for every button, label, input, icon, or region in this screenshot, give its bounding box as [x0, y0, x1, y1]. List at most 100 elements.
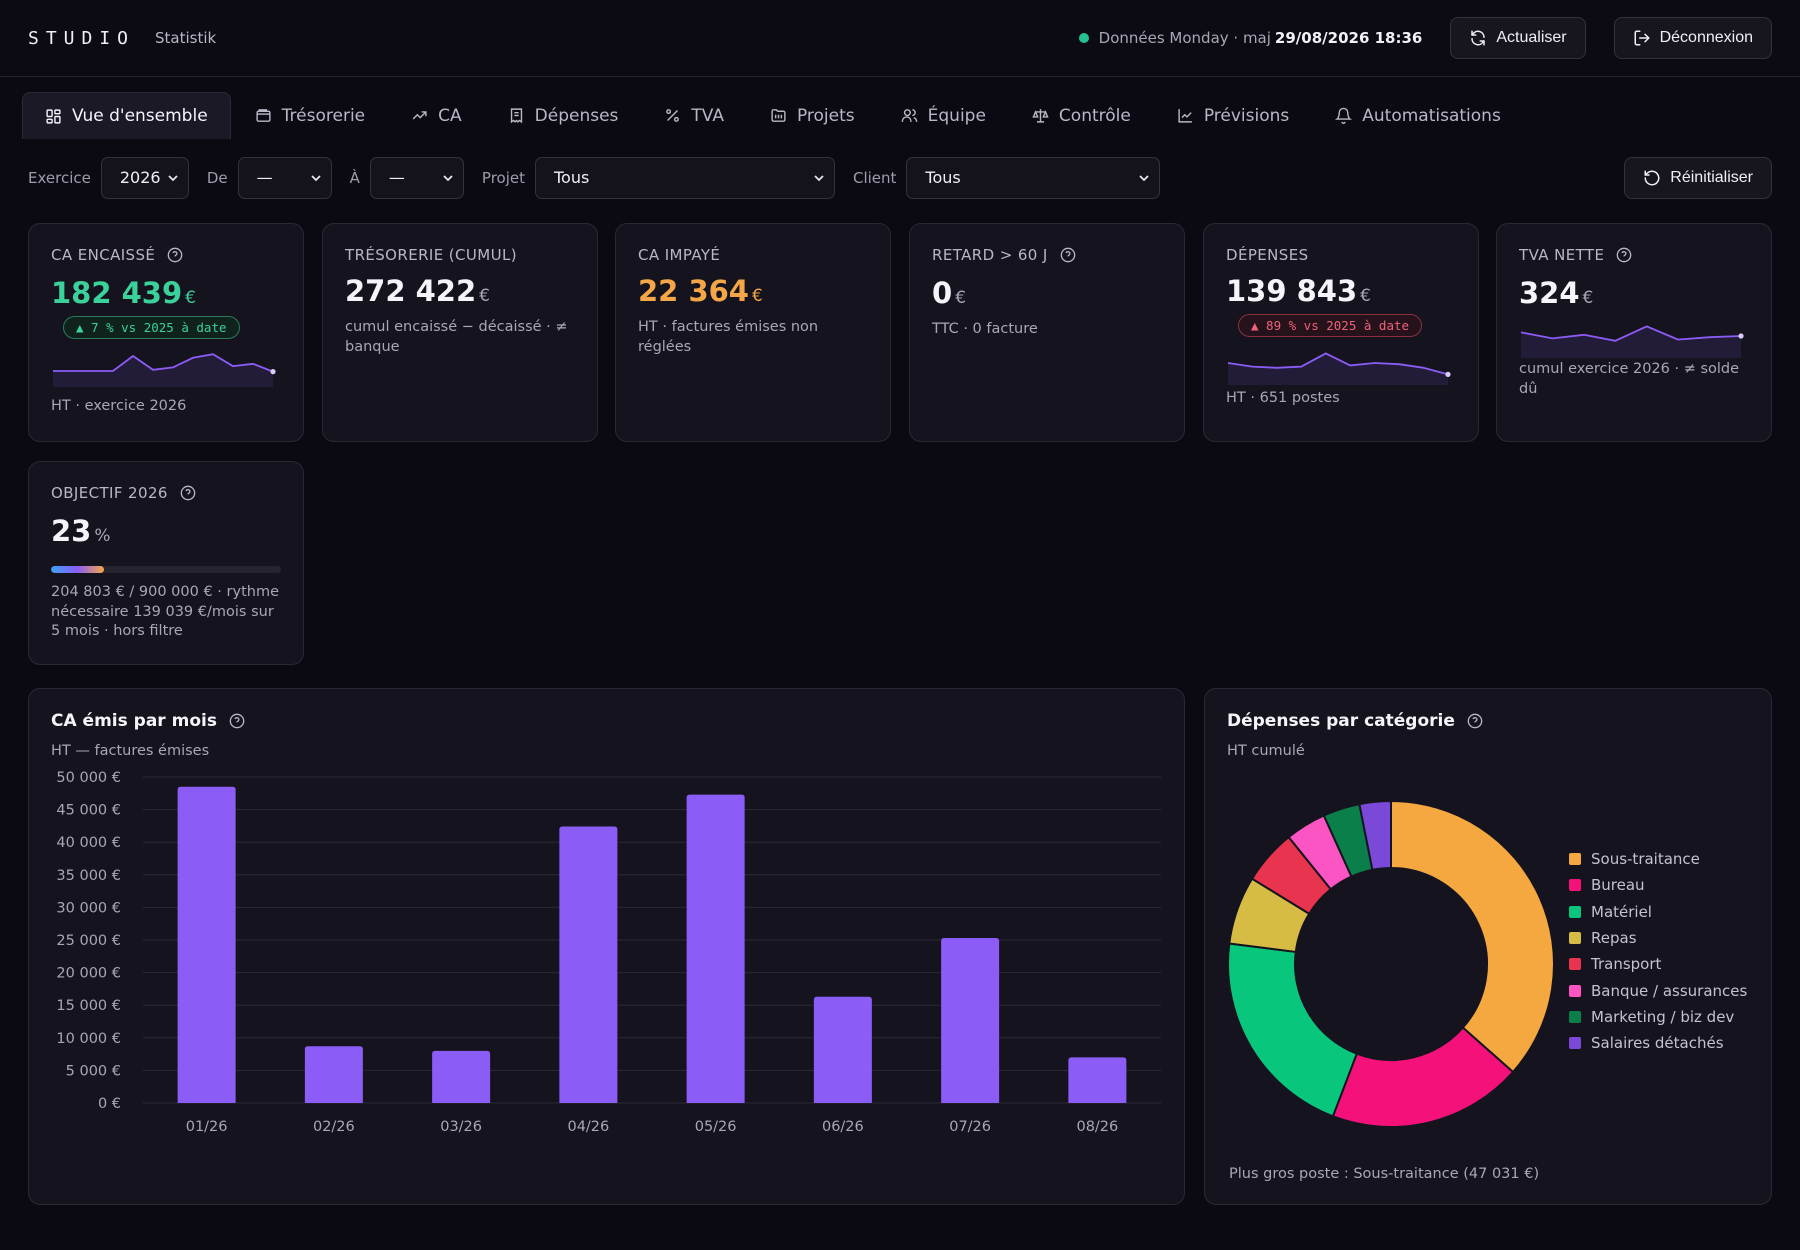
x-tick-label: 01/26: [186, 1119, 228, 1135]
sparkline-area: [1521, 326, 1741, 358]
bar-07-26: [941, 938, 1000, 1103]
kpi-label: CA encaissé: [51, 246, 281, 264]
bar-08-26: [1068, 1057, 1127, 1103]
kpi-value: 324 €: [1519, 276, 1749, 310]
ca-bar-chart: 0 € 5 000 € 10 000 € 15 000 € 20 000 € 25 000…: [56, 770, 1161, 1135]
kpi-sub: HT · factures émises non réglées: [638, 319, 819, 355]
legend-swatch: [1569, 984, 1581, 997]
refresh-button[interactable]: Actualiser: [1450, 17, 1586, 59]
tab-label: Prévisions: [1203, 105, 1290, 126]
de-select[interactable]: —: [237, 156, 332, 199]
tab-depenses[interactable]: Dépenses: [486, 92, 641, 139]
tab-projets[interactable]: Projets: [748, 92, 877, 139]
kpi-value: 23%: [51, 514, 281, 548]
reset-label: Réinitialiser: [1670, 168, 1753, 186]
tab-ca[interactable]: CA: [389, 92, 484, 139]
exercice-select[interactable]: 2026: [100, 156, 189, 199]
de-label: De: [206, 168, 228, 187]
y-tick-label: 25 000 €: [56, 933, 121, 949]
logout-icon: [1634, 30, 1650, 46]
main-tabs: Vue d'ensemble Trésorerie CA Dépenses TV…: [0, 77, 1800, 139]
dep-chart-subtitle: HT cumulé: [1227, 743, 1305, 759]
donut-legend: Sous-traitance Bureau Matériel Repas Transpo…: [1569, 846, 1747, 1056]
tab-label: Contrôle: [1058, 105, 1131, 126]
help-icon[interactable]: [1616, 247, 1632, 263]
kpi-unit: €: [955, 288, 967, 308]
reset-button[interactable]: Réinitialiser: [1624, 156, 1772, 199]
kpi-number: 182 439: [51, 276, 183, 310]
y-tick-label: 5 000 €: [66, 1063, 121, 1079]
kpi-number: 23: [51, 514, 92, 548]
client-select[interactable]: Tous: [906, 156, 1161, 199]
tab-controle[interactable]: Contrôle: [1010, 92, 1153, 139]
tab-previsions[interactable]: Prévisions: [1155, 92, 1311, 139]
tab-overview[interactable]: Vue d'ensemble: [22, 92, 231, 139]
kpi-card-objectif: Objectif 2026 23% 204 803 € / 900 000 € …: [28, 461, 304, 665]
brand-logo: STUDIO: [28, 27, 136, 49]
dep-chart-footer: Plus gros poste : Sous-traitance (47 031…: [1229, 1166, 1540, 1182]
legend-swatch: [1569, 879, 1581, 892]
kpi-label: CA impayé: [638, 246, 721, 264]
scale-icon: [1032, 109, 1049, 123]
tab-label: Équipe: [927, 105, 986, 126]
donut-slice: [1227, 942, 1359, 1118]
legend-item: Bureau: [1569, 872, 1747, 898]
legend-swatch: [1569, 958, 1581, 971]
legend-item: Marketing / biz dev: [1569, 1004, 1747, 1030]
help-icon[interactable]: [229, 713, 245, 729]
dep-chart-title: Dépenses par catégorie: [1227, 711, 1455, 731]
legend-label: Matériel: [1591, 902, 1652, 921]
legend-item: Banque / assurances: [1569, 977, 1747, 1003]
kpi-number: 0: [932, 276, 953, 310]
kpi-label-text: Objectif 2026: [51, 484, 168, 502]
help-icon[interactable]: [167, 247, 183, 263]
tab-equipe[interactable]: Équipe: [879, 92, 1008, 139]
chevron-down-icon: [311, 174, 321, 181]
a-select[interactable]: —: [369, 156, 464, 199]
y-tick-label: 40 000 €: [56, 835, 121, 851]
kpi-unit: €: [752, 286, 763, 306]
kpi-card-ca-impaye: CA impayé 22 364 € HT · factures émises n…: [615, 223, 891, 442]
panel-title: CA émis par mois: [51, 711, 1162, 731]
legend-swatch: [1569, 853, 1581, 866]
grid-icon: [46, 108, 61, 124]
kpi-sub: HT · exercice 2026: [51, 398, 187, 414]
legend-item: Transport: [1569, 951, 1747, 977]
data-status: Données Monday · maj 29/08/2026 18:36: [1078, 29, 1423, 47]
ca-chart-panel: CA émis par mois HT — factures émises 0 …: [28, 688, 1185, 1205]
kpi-label-text: TVA nette: [1519, 246, 1605, 264]
kpi-value: 182 439 €: [51, 276, 281, 310]
kpi-trend-badge: ▲ 7 % vs 2025 à date: [63, 316, 240, 339]
kpi-sub: TTC · 0 facture: [932, 321, 1038, 337]
users-icon: [901, 109, 917, 122]
projet-select[interactable]: Tous: [534, 156, 835, 199]
kpi-sub: cumul exercice 2026 · ≠ solde dû: [1519, 361, 1740, 397]
ca-chart-title: CA émis par mois: [51, 711, 217, 731]
y-tick-label: 20 000 €: [56, 966, 121, 982]
tab-tresorerie[interactable]: Trésorerie: [233, 92, 387, 139]
legend-swatch: [1569, 1037, 1581, 1050]
kpi-card-depenses: Dépenses 139 843 € ▲ 89 % vs 2025 à date …: [1203, 223, 1479, 442]
kpi-unit: %: [94, 526, 111, 546]
kpi-number: 139 843: [1226, 274, 1358, 308]
kpi-value: 0 €: [932, 276, 1162, 310]
legend-swatch: [1569, 905, 1581, 918]
tab-tva[interactable]: TVA: [642, 92, 746, 139]
de-value: —: [256, 168, 273, 187]
sparkline-ca: [53, 353, 276, 387]
help-icon[interactable]: [1467, 713, 1483, 729]
logout-button[interactable]: Déconnexion: [1613, 17, 1772, 59]
kpi-sub: cumul encaissé − décaissé · ≠ banque: [345, 319, 568, 355]
status-time: 29/08/2026 18:36: [1274, 29, 1423, 47]
help-icon[interactable]: [180, 485, 196, 501]
y-tick-label: 0 €: [98, 1096, 121, 1112]
x-tick-label: 03/26: [440, 1119, 482, 1135]
chevron-down-icon: [814, 174, 824, 181]
legend-item: Matériel: [1569, 899, 1747, 925]
bar-06-26: [813, 996, 872, 1103]
tab-label: Vue d'ensemble: [72, 106, 208, 126]
legend-label: Banque / assurances: [1591, 981, 1748, 1000]
tab-automatisations[interactable]: Automatisations: [1313, 92, 1523, 139]
kpi-card-retard: Retard > 60 j 0 € TTC · 0 facture: [909, 223, 1185, 442]
help-icon[interactable]: [1060, 247, 1076, 263]
